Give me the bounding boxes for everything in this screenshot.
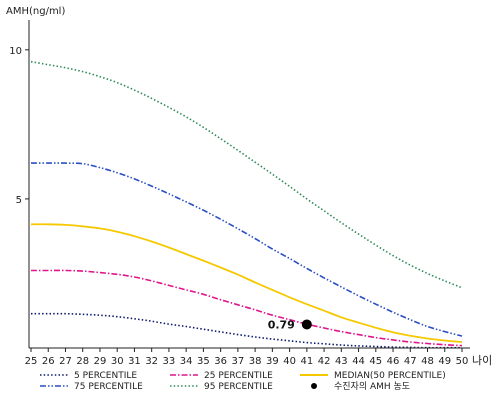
series-line-95-percentile <box>30 60 463 289</box>
legend-label: 75 PERCENTILE <box>74 382 143 392</box>
x-tick-label: 50 <box>456 356 469 367</box>
legend-item-median-50-percentile: MEDIAN(50 PERCENTILE) <box>300 371 446 381</box>
plot-lines <box>30 60 463 349</box>
series-line-median-50-percentile <box>30 223 463 343</box>
x-tick-label: 28 <box>76 356 89 367</box>
patient-amh-point <box>301 319 312 330</box>
legend-item-5-percentile: 5 PERCENTILE <box>40 371 137 381</box>
x-tick-label: 26 <box>42 356 55 367</box>
x-tick-label: 42 <box>318 356 331 367</box>
legend-label: 5 PERCENTILE <box>74 371 137 381</box>
x-ticks: 25 26 27 28 29 30 31 32 33 34 35 36 37 38 39 40 41 42 43 44… <box>25 348 469 367</box>
legend-item-25-percentile: 25 PERCENTILE <box>170 371 273 381</box>
legend-label: 수진자의 AMH 농도 <box>334 381 410 392</box>
x-tick-label: 43 <box>335 356 348 367</box>
patient-amh-value-label: 0.79 <box>268 318 295 331</box>
x-tick-label: 29 <box>94 356 107 367</box>
x-tick-label: 38 <box>249 356 262 367</box>
y-ticks: 5 10 <box>9 46 29 206</box>
series-line-5-percentile <box>31 312 463 349</box>
legend-item-75-percentile: 75 PERCENTILE <box>40 382 143 392</box>
x-tick-label: 32 <box>145 356 158 367</box>
x-tick-label: 44 <box>352 356 365 367</box>
x-tick-label: 25 <box>25 356 38 367</box>
legend-item-95-percentile: 95 PERCENTILE <box>170 382 273 392</box>
x-tick-label: 49 <box>438 356 451 367</box>
legend: 5 PERCENTILE 25 PERCENTILE MEDIAN(50 PERCE… <box>40 371 446 392</box>
legend-label: MEDIAN(50 PERCENTILE) <box>334 371 446 381</box>
x-tick-label: 39 <box>266 356 279 367</box>
y-tick-label: 10 <box>9 46 22 57</box>
x-tick-label: 47 <box>404 356 417 367</box>
x-tick-label: 48 <box>421 356 434 367</box>
point-layer: 0.79 <box>268 318 312 331</box>
x-tick-label: 40 <box>283 356 296 367</box>
series-line-25-percentile <box>30 269 463 347</box>
x-tick-label: 46 <box>387 356 400 367</box>
legend-label: 25 PERCENTILE <box>204 371 273 381</box>
x-tick-label: 33 <box>163 356 176 367</box>
x-tick-label: 27 <box>59 356 72 367</box>
series-line-75-percentile <box>31 162 463 337</box>
x-tick-label: 35 <box>197 356 210 367</box>
x-tick-label: 30 <box>111 356 124 367</box>
axes <box>28 20 470 349</box>
x-tick-label: 41 <box>300 356 313 367</box>
x-tick-label: 34 <box>180 356 193 367</box>
legend-label: 95 PERCENTILE <box>204 382 273 392</box>
y-tick-label: 5 <box>16 195 22 206</box>
x-axis-unit: 나이 <box>472 354 492 367</box>
y-axis-title: AMH(ng/ml) <box>6 6 65 17</box>
legend-swatch <box>311 383 317 389</box>
x-tick-label: 37 <box>232 356 245 367</box>
x-tick-label: 36 <box>214 356 227 367</box>
x-tick-label: 31 <box>128 356 141 367</box>
x-tick-label: 45 <box>369 356 382 367</box>
legend-item-amh: 수진자의 AMH 농도 <box>311 381 410 392</box>
